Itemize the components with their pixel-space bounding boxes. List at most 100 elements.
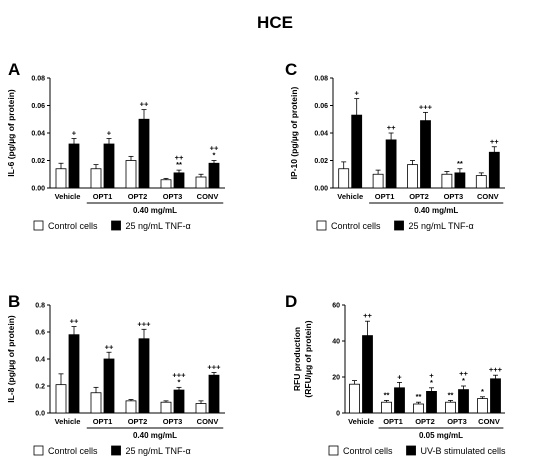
x-tick-label: CONV [197, 417, 219, 426]
significance-label: * [481, 387, 484, 396]
bar [138, 338, 150, 414]
y-tick-label: 0 [336, 411, 340, 418]
y-tick-label: 0.4 [35, 357, 45, 364]
x-tick-label: OPT3 [444, 192, 464, 201]
bar [90, 392, 102, 414]
bar [385, 139, 397, 189]
bar [55, 384, 67, 414]
x-tick-label: CONV [197, 192, 219, 201]
bar [441, 173, 453, 189]
legend-label: Control cells [331, 221, 381, 231]
bar [125, 160, 137, 189]
bar [103, 358, 115, 414]
significance-label: * [430, 378, 433, 387]
x-tick-label: OPT1 [93, 417, 113, 426]
y-tick-label: 0.08 [31, 76, 45, 83]
significance-label: + [429, 371, 434, 380]
significance-label: ++ [459, 369, 468, 378]
x-tick-label: OPT2 [409, 192, 429, 201]
y-tick-label: 0.2 [35, 384, 45, 391]
legend-label: 25 ng/mL TNF-α [409, 221, 474, 231]
y-tick-label: 0.00 [31, 186, 45, 193]
group-label: 0.40 mg/mL [414, 206, 458, 215]
bar [208, 374, 220, 414]
x-tick-label: OPT2 [415, 417, 435, 426]
x-tick-label: OPT1 [383, 417, 403, 426]
significance-label: + [355, 89, 360, 98]
chart-panel-a: A IL-6 (pg/µg of protein) 0.00 0.02 0.04 0.06… [6, 60, 225, 231]
y-tick-label: 0.08 [314, 76, 328, 83]
legend-swatch [111, 220, 121, 231]
bar [394, 387, 405, 414]
bar [55, 168, 67, 189]
y-tick-label: 0.0 [35, 411, 45, 418]
bar [160, 401, 172, 414]
bar [372, 173, 384, 189]
x-tick-label: OPT3 [163, 417, 183, 426]
legend-label: 25 ng/mL TNF-α [126, 446, 191, 456]
y-axis-label: RFU production [292, 327, 302, 391]
bar [173, 389, 185, 414]
bar [445, 401, 456, 414]
bar [349, 383, 360, 414]
significance-label: ++ [387, 123, 396, 132]
x-tick-label: OPT1 [93, 192, 113, 201]
group-label: 0.40 mg/mL [133, 206, 177, 215]
legend-swatch [316, 220, 327, 231]
x-tick-label: OPT3 [447, 417, 467, 426]
x-tick-label: Vehicle [348, 417, 374, 426]
significance-label: ++ [140, 100, 149, 109]
legend-swatch [33, 445, 44, 456]
y-tick-label: 0.04 [31, 131, 45, 138]
significance-label: ** [176, 160, 182, 169]
bar [68, 334, 80, 414]
bar [195, 176, 207, 189]
y-tick-label: 0.00 [314, 186, 328, 193]
x-tick-label: OPT1 [375, 192, 395, 201]
bar [458, 389, 469, 414]
legend-swatch [111, 445, 121, 456]
x-tick-label: OPT3 [163, 192, 183, 201]
y-axis-label: IL-8 (pg/µg of protein) [6, 315, 16, 403]
bar [420, 120, 431, 189]
bar [351, 114, 363, 189]
significance-label: ** [416, 392, 422, 401]
x-tick-label: CONV [477, 192, 499, 201]
bar [413, 403, 424, 414]
legend-label: 25 ng/mL TNF-α [126, 221, 191, 231]
bar [138, 118, 150, 189]
x-tick-label: CONV [478, 417, 500, 426]
bar [103, 143, 115, 189]
y-tick-label: 0.8 [35, 303, 45, 310]
significance-label: +++ [172, 370, 186, 379]
significance-label: ++ [210, 144, 219, 153]
panel-letter: B [8, 292, 20, 311]
bar [475, 175, 487, 189]
bar [195, 403, 207, 414]
panel-letter: A [8, 60, 20, 79]
significance-label: + [397, 372, 402, 381]
chart-panel-b: B IL-8 (pg/µg of protein) 0.0 0.2 0.4 0.6 0.8 V… [6, 292, 225, 456]
group-label: 0.40 mg/mL [133, 431, 177, 440]
significance-label: +++ [489, 365, 503, 374]
y-tick-label: 60 [332, 303, 340, 310]
significance-label: + [72, 129, 77, 138]
bar [488, 151, 500, 189]
significance-label: +++ [419, 102, 433, 111]
y-tick-label: 20 [332, 375, 340, 382]
bar [407, 164, 418, 189]
significance-label: * [462, 376, 465, 385]
y-tick-label: 0.02 [314, 158, 328, 165]
significance-label: ** [457, 159, 463, 168]
significance-label: + [107, 129, 112, 138]
significance-label: * [178, 377, 181, 386]
panel-letter: D [285, 292, 297, 311]
significance-label: +++ [207, 363, 221, 372]
significance-label: ++ [70, 317, 79, 326]
legend-label: Control cells [343, 446, 393, 456]
y-tick-label: 0.06 [31, 103, 45, 110]
significance-label: ++ [175, 153, 184, 162]
panel-letter: C [285, 60, 297, 79]
bar [362, 335, 373, 414]
bar [160, 179, 172, 189]
